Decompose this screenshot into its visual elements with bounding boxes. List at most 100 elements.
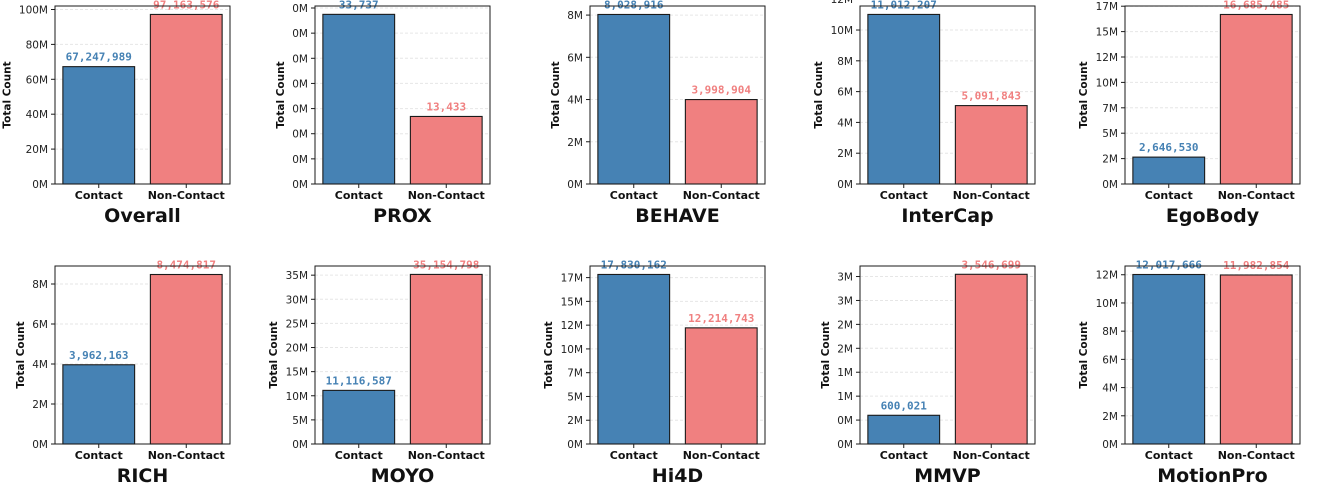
bar-chart: 0M 2M 5M 7M 10M 12M 15M 17M 17,830,162 Contact 12,… bbox=[543, 258, 766, 462]
y-tick-label: 0M bbox=[567, 179, 583, 191]
y-tick-label: 17M bbox=[561, 273, 583, 285]
y-tick-label: 2M bbox=[837, 148, 853, 160]
y-tick-label: 0M bbox=[837, 415, 853, 427]
chart-panel: 0M 2M 4M 6M 8M 10M 12M 12,017,666 Contact 11,982,… bbox=[1070, 258, 1310, 496]
y-tick-label: 2M bbox=[1102, 154, 1118, 166]
y-tick-label: 0M bbox=[292, 53, 308, 65]
value-label: 5,091,843 bbox=[961, 90, 1021, 103]
y-tick-label: 20M bbox=[286, 343, 308, 355]
non-contact-bar bbox=[409, 115, 483, 185]
chart-title: MMVP bbox=[914, 465, 981, 487]
y-tick-label: 30M bbox=[286, 294, 308, 306]
bar-chart: 0M2M5M7M10M12M15M17M2,646,530Contact16,6… bbox=[1078, 0, 1301, 202]
category-label: Non-Contact bbox=[683, 189, 760, 202]
y-tick-label: 2M bbox=[567, 137, 583, 149]
non-contact-bar bbox=[684, 327, 758, 445]
y-tick-label: 4M bbox=[1102, 383, 1118, 395]
contact-bar bbox=[597, 273, 671, 445]
category-label: Non-Contact bbox=[953, 189, 1030, 202]
y-tick-label: 4M bbox=[567, 95, 583, 107]
category-label: Non-Contact bbox=[148, 189, 225, 202]
category-label: Contact bbox=[1145, 449, 1193, 462]
contact-bar bbox=[322, 13, 396, 185]
y-tick-label: 3M bbox=[837, 295, 853, 307]
chart-panel: 0M 2M 4M 6M 8M 10M 12M 11,012,207 Contact 5,091,8… bbox=[805, 0, 1045, 236]
y-tick-label: 0M bbox=[292, 129, 308, 141]
y-tick-label: 15M bbox=[561, 296, 583, 308]
y-tick-label: 10M bbox=[1096, 298, 1118, 310]
axes-frame bbox=[589, 265, 766, 445]
y-tick-label: 5M bbox=[567, 391, 583, 403]
y-tick-label: 4M bbox=[32, 359, 48, 371]
value-label: 11,116,587 bbox=[326, 374, 392, 387]
category-label: Non-Contact bbox=[408, 189, 485, 202]
y-tick-label: 8M bbox=[1102, 326, 1118, 338]
bar-chart: 0M2M4M6M8M8,028,916Contact3,998,904Non-C… bbox=[550, 0, 766, 202]
y-tick-label: 40M bbox=[26, 109, 48, 121]
y-tick-label: 2M bbox=[837, 319, 853, 331]
y-tick-label: 0M bbox=[1102, 439, 1118, 451]
category-label: Non-Contact bbox=[148, 449, 225, 462]
axes-frame bbox=[314, 5, 491, 185]
contact-bar bbox=[1132, 156, 1206, 185]
y-tick-label: 12M bbox=[561, 320, 583, 332]
y-axis-label: Total Count bbox=[2, 61, 14, 128]
y-axis-label: Total Count bbox=[1078, 61, 1090, 128]
chart-panel: 0M 0M 1M 1M 2M 2M 3M 3M 600,021 Contact 3,546,699 N… bbox=[805, 258, 1045, 496]
y-tick-label: 0M bbox=[32, 439, 48, 451]
y-tick-label: 0M bbox=[32, 179, 48, 191]
y-axis-label: Total Count bbox=[820, 321, 832, 388]
y-tick-label: 10M bbox=[831, 25, 853, 37]
contact-bar bbox=[62, 364, 136, 445]
contact-bar bbox=[597, 13, 671, 185]
chart-panel: 0M 5M 10M 15M 20M 25M 30M 35M 11,116,587 Contact 3… bbox=[260, 258, 500, 496]
y-tick-label: 10M bbox=[1096, 77, 1118, 89]
category-label: Contact bbox=[335, 449, 383, 462]
non-contact-bar bbox=[1219, 274, 1293, 445]
chart-panel: 0M 0M 0M 0M 0M 0M 0M 0M 33,737 Contact 13,433 Non-C… bbox=[260, 0, 500, 236]
chart-panel: 0M 2M 4M 6M 8M 3,962,163 Contact 8,474,817 Non-C… bbox=[0, 259, 240, 496]
chart-title: MOYO bbox=[370, 465, 435, 487]
value-label: 67,247,989 bbox=[66, 51, 132, 64]
y-tick-label: 60M bbox=[26, 74, 48, 86]
y-tick-label: 8M bbox=[837, 56, 853, 68]
value-label: 11,982,854 bbox=[1223, 259, 1290, 272]
value-label: 12,017,666 bbox=[1136, 258, 1203, 271]
y-tick-label: 100M bbox=[19, 4, 48, 16]
chart-title: PROX bbox=[373, 205, 432, 227]
y-tick-label: 0M bbox=[292, 154, 308, 166]
contact-bar bbox=[1132, 273, 1206, 445]
chart-title: InterCap bbox=[901, 205, 994, 227]
y-axis-label: Total Count bbox=[550, 61, 562, 128]
y-tick-label: 12M bbox=[1096, 52, 1118, 64]
value-label: 3,546,699 bbox=[961, 258, 1021, 271]
value-label: 600,021 bbox=[881, 399, 928, 412]
axes-frame bbox=[1124, 5, 1301, 185]
axes-frame bbox=[314, 265, 491, 445]
bar-chart: 0M20M40M60M80M100M67,247,989Contact97,16… bbox=[2, 0, 231, 202]
y-tick-label: 15M bbox=[286, 367, 308, 379]
y-tick-label: 35M bbox=[286, 270, 308, 282]
y-tick-label: 80M bbox=[26, 39, 48, 51]
value-label: 2,646,530 bbox=[1139, 141, 1199, 154]
y-tick-label: 0M bbox=[1102, 179, 1118, 191]
value-label: 3,998,904 bbox=[691, 84, 751, 97]
y-tick-label: 1M bbox=[837, 391, 853, 403]
y-tick-label: 0M bbox=[292, 78, 308, 90]
y-tick-label: 20M bbox=[26, 144, 48, 156]
category-label: Contact bbox=[335, 189, 383, 202]
axes-frame bbox=[1124, 265, 1301, 445]
axes-frame bbox=[54, 5, 231, 185]
y-tick-label: 0M bbox=[292, 104, 308, 116]
y-tick-label: 2M bbox=[1102, 411, 1118, 423]
chart-panel: 0M 2M 4M 6M 8M 8,028,916 Contact 3,998,904 Non-C… bbox=[535, 0, 775, 236]
non-contact-bar bbox=[954, 273, 1028, 445]
chart-title: Hi4D bbox=[651, 465, 704, 487]
chart-title: BEHAVE bbox=[635, 205, 720, 227]
category-label: Contact bbox=[880, 449, 928, 462]
chart-panel: 0M 2M 5M 7M 10M 12M 15M 17M 17,830,162 Contact 12,… bbox=[535, 258, 775, 496]
chart-title: Overall bbox=[104, 205, 181, 227]
non-contact-bar bbox=[149, 13, 223, 185]
